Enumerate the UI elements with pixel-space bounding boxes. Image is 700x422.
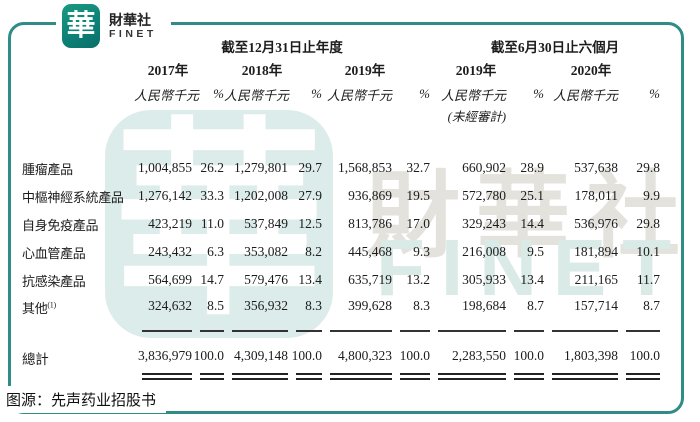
revenue-table: 截至12月31日止年度 截至6月30日止六個月 2017年 2018年 2019…	[22, 30, 660, 380]
table-year-row: 2017年 2018年 2019年 2019年 2020年	[22, 56, 660, 82]
table-note-row: (未經審計)	[22, 106, 660, 128]
unaudited-note: (未經審計)	[447, 110, 506, 124]
pct-2017: %	[213, 86, 224, 101]
row-label: 中樞神經系統產品	[22, 189, 124, 205]
table-row-autoimmune: 自身免疫產品 423,219 11.0 537,849 12.5 813,786…	[22, 210, 660, 238]
finet-logo-icon: 華	[62, 4, 100, 48]
year-2017: 2017年	[147, 63, 189, 78]
brand-name-zh: 財華社	[109, 11, 151, 28]
year-2018: 2018年	[241, 63, 283, 78]
finet-logo: 華 財華社 FINET	[56, 0, 171, 52]
pct-2019-interim: %	[533, 86, 544, 101]
table-row-total: 總計 3,836,979 100.0 4,309,148 100.0 4,800…	[22, 344, 660, 380]
row-label: 抗感染產品	[22, 273, 86, 289]
table-unit-row: 人民幣千元 % 人民幣千元 % 人民幣千元 % 人民幣千元 % 人民幣千元 %	[22, 82, 660, 106]
pct-2018: %	[311, 86, 322, 101]
brand-name-en: FINET	[109, 28, 157, 41]
year-2019-interim: 2019年	[455, 63, 497, 78]
table-group-header-row: 截至12月31日止年度 截至6月30日止六個月	[22, 30, 660, 56]
content-frame	[8, 22, 684, 414]
year-2019: 2019年	[344, 63, 386, 78]
row-label: 其他(1)	[22, 300, 56, 316]
row-label: 腫瘤產品	[22, 161, 73, 177]
unit-2017: 人民幣千元	[134, 87, 200, 103]
total-label: 總計	[22, 352, 49, 367]
finet-logo-text: 財華社 FINET	[109, 12, 157, 40]
unit-2020-interim: 人民幣千元	[552, 87, 618, 103]
table-row-antiinfective: 抗感染產品 564,699 14.7 579,476 13.4 635,719 …	[22, 266, 660, 294]
table-row-cns: 中樞神經系統產品 1,276,142 33.3 1,202,008 27.9 9…	[22, 182, 660, 210]
image-source-caption: 图源：先声药业招股书	[3, 386, 167, 413]
finet-logo-glyph: 華	[66, 9, 96, 42]
unit-2019: 人民幣千元	[326, 87, 392, 103]
table-row-others: 其他(1) 324,632 8.5 356,932 8.3 399,628 8.…	[22, 294, 660, 332]
row-label: 心血管產品	[22, 245, 86, 261]
pct-2020-interim: %	[649, 86, 660, 101]
group-title-interim: 截至6月30日止六個月	[490, 40, 620, 55]
table-row-oncology: 腫瘤產品 1,004,855 26.2 1,279,801 29.7 1,568…	[22, 154, 660, 182]
table-row-cardiovascular: 心血管產品 243,432 6.3 353,082 8.2 445,468 9.…	[22, 238, 660, 266]
row-label: 自身免疫產品	[22, 217, 99, 233]
group-title-annual: 截至12月31日止年度	[221, 40, 343, 55]
year-2020-interim: 2020年	[570, 63, 612, 78]
revenue-table-wrap: 截至12月31日止年度 截至6月30日止六個月 2017年 2018年 2019…	[22, 30, 660, 380]
pct-2019: %	[419, 86, 430, 101]
unit-2019-interim: 人民幣千元	[440, 87, 506, 103]
unit-2018: 人民幣千元	[224, 87, 290, 103]
